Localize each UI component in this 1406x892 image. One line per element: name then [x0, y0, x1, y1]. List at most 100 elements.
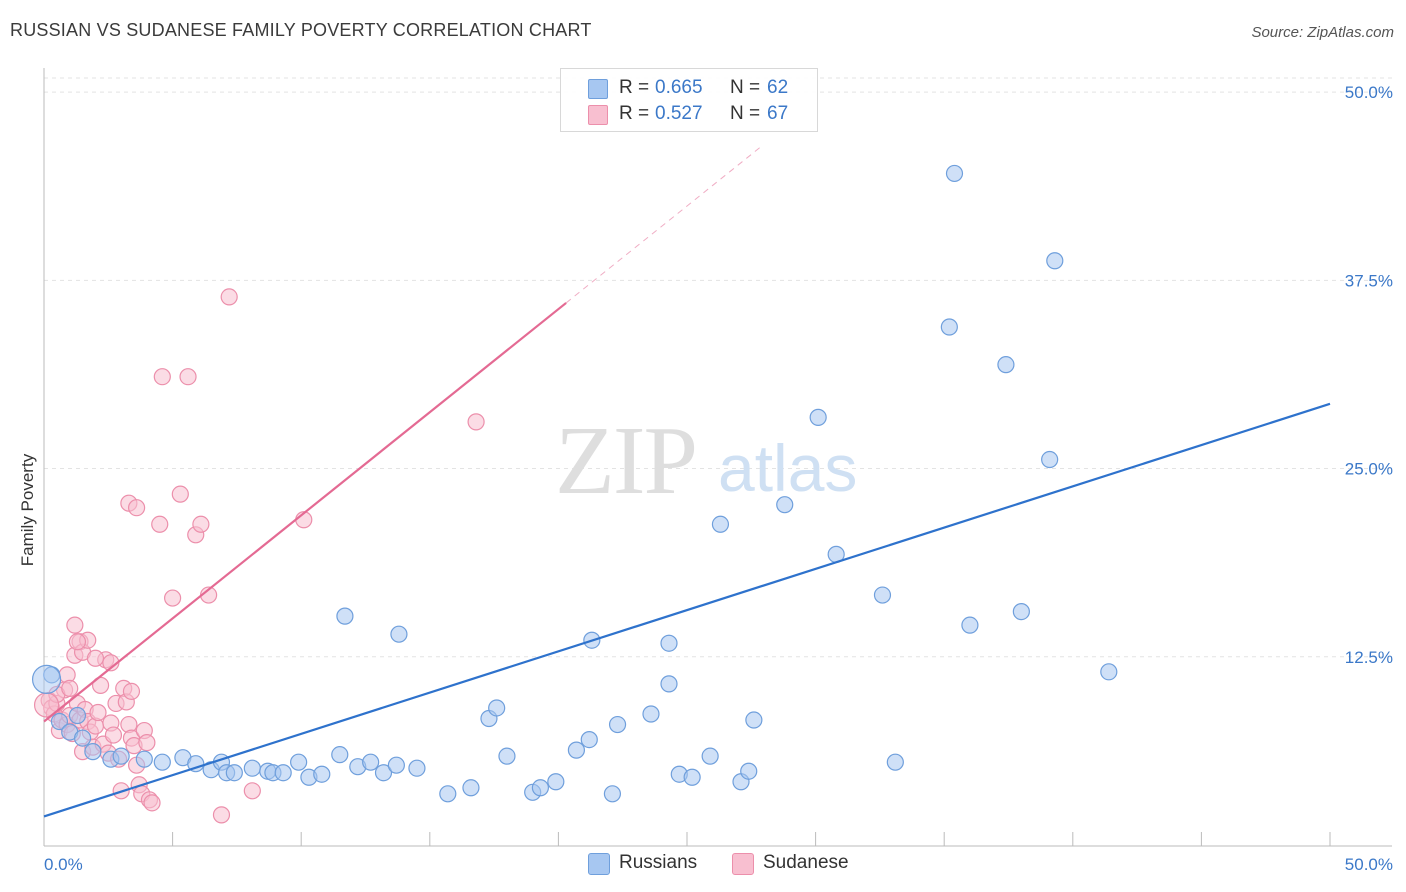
- russians-point-38: [547, 773, 565, 791]
- russians-point-46: [660, 675, 678, 693]
- russians-point-5: [84, 743, 102, 761]
- russians-point-23: [331, 746, 349, 764]
- r-label: R =: [619, 77, 650, 98]
- russians-cluster-point: [31, 664, 62, 694]
- sudanese-point-59: [467, 413, 485, 431]
- russians-n-value: 62: [767, 77, 789, 98]
- russians-point-60: [940, 318, 958, 336]
- legend-row-russians: R = 0.665 N = 62: [561, 75, 817, 101]
- sudanese-point-62: [61, 679, 79, 698]
- y-tick-label-0: 12.5%: [1345, 648, 1393, 667]
- tick-labels: 12.5% 25.0% 37.5% 50.0% 0.0% 50.0%: [44, 83, 1393, 874]
- russians-point-43: [608, 715, 627, 734]
- russians-r-value: 0.665: [655, 77, 703, 98]
- russians-point-20: [290, 753, 308, 771]
- russians-point-15: [225, 764, 243, 782]
- russians-point-26: [374, 764, 393, 782]
- sudanese-point-40: [143, 794, 161, 812]
- russians-point-52: [740, 762, 758, 780]
- russians-point-39: [567, 741, 586, 759]
- y-tick-label-2: 37.5%: [1345, 271, 1393, 290]
- sudanese-point-55: [212, 806, 231, 824]
- sudanese-point-49: [164, 589, 182, 607]
- russians-point-27: [387, 756, 405, 774]
- sudanese-r-value: 0.527: [655, 103, 703, 124]
- series-sudanese: [33, 288, 485, 824]
- russians-point-40: [580, 730, 598, 749]
- sudanese-trendline: [43, 302, 567, 723]
- russians-point-3: [68, 706, 87, 725]
- sudanese-point-64: [86, 649, 105, 667]
- sudanese-n-value: 67: [767, 103, 789, 124]
- trendlines: [43, 145, 1331, 818]
- russians-point-61: [945, 164, 964, 183]
- x-tick-label-1: 50.0%: [1345, 855, 1393, 874]
- watermark-zip: ZIP: [555, 407, 696, 515]
- sudanese-legend-label: Sudanese: [763, 852, 849, 873]
- russians-point-42: [603, 785, 622, 803]
- x-tick-label-0: 0.0%: [44, 855, 83, 874]
- russians-point-25: [362, 753, 380, 771]
- sudanese-point-41: [66, 616, 84, 634]
- russians-point-29: [336, 607, 354, 625]
- sudanese-point-66: [122, 682, 141, 701]
- sudanese-trendline-extension: [565, 145, 762, 304]
- russians-point-8: [135, 750, 153, 768]
- sudanese-point-46: [127, 499, 146, 517]
- sudanese-legend-swatch: [732, 853, 754, 875]
- russians-point-50: [711, 515, 730, 533]
- n-label: N =: [730, 103, 761, 124]
- russians-point-1: [50, 712, 69, 731]
- chart-title: RUSSIAN VS SUDANESE FAMILY POVERTY CORRE…: [10, 20, 592, 40]
- sudanese-point-48: [153, 368, 171, 386]
- russians-point-4: [73, 729, 92, 747]
- russians-point-53: [745, 711, 763, 729]
- russians-trendline: [43, 402, 1331, 818]
- y-tick-label-3: 50.0%: [1345, 83, 1393, 102]
- russians-point-35: [498, 747, 516, 765]
- r-label: R =: [619, 103, 650, 124]
- russians-point-32: [462, 779, 480, 797]
- sudanese-point-56: [220, 288, 238, 306]
- russians-legend-label: Russians: [619, 852, 698, 873]
- sudanese-point-51: [179, 368, 197, 386]
- sudanese-point-53: [192, 515, 210, 533]
- sudanese-point-25: [104, 726, 123, 744]
- russians-point-16: [243, 759, 261, 777]
- sudanese-point-19: [89, 703, 107, 722]
- russians-point-19: [274, 764, 292, 782]
- russians-point-45: [660, 634, 678, 652]
- sudanese-point-50: [171, 485, 189, 503]
- russians-point-31: [439, 785, 457, 803]
- chart-source: Source: ZipAtlas.com: [1251, 24, 1394, 41]
- russians-point-48: [683, 768, 701, 786]
- sudanese-point-57: [243, 782, 261, 800]
- russians-point-64: [1041, 450, 1059, 469]
- russians-swatch: [588, 79, 608, 99]
- y-axis-label: Family Poverty: [18, 453, 37, 567]
- russians-point-7: [112, 747, 130, 765]
- russians-legend-swatch: [588, 853, 610, 875]
- sudanese-point-63: [68, 633, 87, 651]
- russians-point-65: [1046, 252, 1064, 270]
- russians-point-55: [809, 408, 827, 426]
- russians-point-30: [390, 625, 408, 643]
- russians-point-66: [1100, 663, 1118, 681]
- correlation-legend: R = 0.665 N = 62 R = 0.527 N = 67: [560, 68, 818, 132]
- watermark-atlas: atlas: [718, 431, 857, 505]
- russians-point-44: [642, 705, 660, 723]
- russians-point-34: [488, 699, 506, 717]
- series-russians: [31, 164, 1118, 803]
- russians-point-54: [776, 496, 794, 514]
- y-tick-label-1: 25.0%: [1345, 460, 1393, 479]
- russians-point-63: [1012, 603, 1030, 621]
- russians-point-58: [886, 753, 904, 771]
- russians-point-11: [187, 755, 205, 773]
- russians-point-62: [997, 356, 1015, 374]
- sudanese-point-47: [151, 515, 169, 533]
- russians-point-22: [313, 765, 331, 783]
- russians-point-37: [531, 779, 549, 797]
- russians-point-49: [701, 747, 719, 765]
- russians-point-28: [408, 759, 426, 777]
